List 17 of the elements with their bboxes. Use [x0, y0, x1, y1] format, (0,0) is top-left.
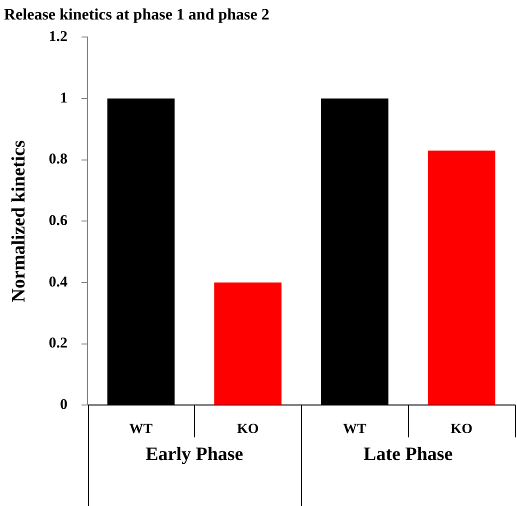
x-tick-label: KO — [450, 422, 473, 438]
y-tick-label: 0.6 — [48, 213, 68, 230]
x-tick-label: WT — [343, 422, 368, 438]
text: Late Phase — [364, 444, 453, 466]
y-tick-label: 0 — [60, 397, 68, 414]
y-tick-label: 0.8 — [48, 152, 68, 168]
x-tick-label: KO — [236, 422, 259, 438]
y-axis-title: Normalized kinetics — [8, 140, 30, 302]
y-tick-label: 1.2 — [48, 29, 68, 46]
y-tick-label: 0.2 — [48, 336, 68, 352]
bar — [428, 150, 496, 405]
x-tick-label: WT — [129, 422, 154, 438]
y-tick-label: 1 — [60, 90, 68, 106]
bar — [214, 282, 282, 405]
chart-title: Release kinetics at phase 1 and phase 2 — [4, 6, 270, 24]
text: Early Phase — [146, 444, 244, 466]
y-tick-label: 0.4 — [48, 274, 68, 290]
